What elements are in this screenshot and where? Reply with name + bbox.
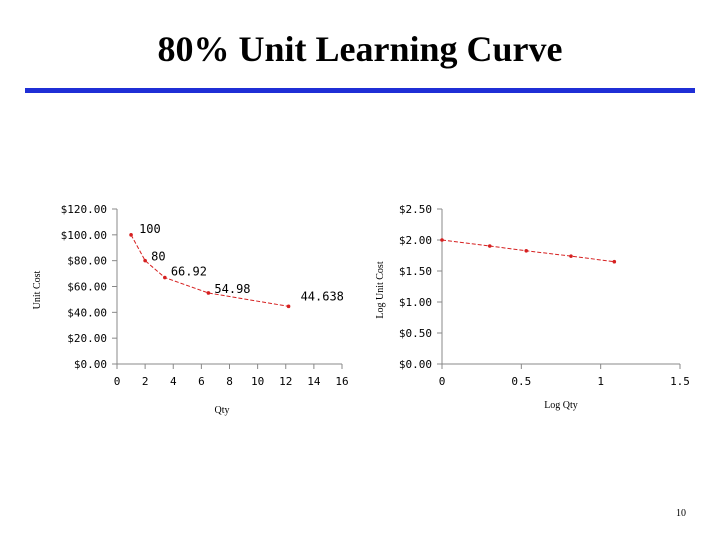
data-label: 100 — [139, 222, 161, 236]
y-tick-label: $0.50 — [399, 327, 432, 340]
data-label: 54.98 — [214, 282, 250, 296]
x-tick-label: 12 — [279, 375, 292, 388]
data-point — [286, 304, 291, 309]
data-point — [612, 259, 617, 264]
y-tick-label: $2.00 — [399, 234, 432, 247]
data-label: 66.92 — [171, 265, 207, 279]
data-point — [569, 254, 573, 258]
data-label: 80 — [151, 250, 165, 264]
y-tick-label: $0.00 — [74, 358, 107, 371]
slide-title: 80% Unit Learning Curve — [157, 29, 563, 69]
y-tick-label: $60.00 — [67, 281, 107, 294]
title-underline — [25, 88, 695, 93]
page-number: 10 — [676, 508, 686, 519]
x-axis-label: Qty — [215, 405, 230, 416]
x-tick-label: 10 — [251, 375, 264, 388]
data-label: 44.638 — [301, 289, 344, 303]
x-tick-label: 6 — [198, 375, 205, 388]
y-tick-label: $20.00 — [67, 332, 107, 345]
series-line — [441, 239, 615, 263]
data-point — [163, 275, 167, 280]
y-tick-label: $40.00 — [67, 306, 107, 319]
x-tick-label: 1.5 — [670, 375, 690, 388]
y-tick-label: $2.50 — [399, 203, 432, 216]
data-point — [206, 291, 211, 295]
y-tick-label: $1.50 — [399, 265, 432, 278]
y-tick-label: $0.00 — [399, 358, 432, 371]
x-axis-label: Log Qty — [544, 400, 578, 411]
y-tick-label: $100.00 — [61, 229, 107, 242]
chart-1: $0.00 $20.00 $40.00 $60.00 $80.00 $100.00 $120… — [32, 203, 349, 416]
chart-2: $0.00 $0.50 $1.00 $1.50 $2.00 $2.50 0 0.5 1 1.5 Lo… — [375, 203, 690, 411]
x-tick-label: 0.5 — [511, 375, 531, 388]
x-tick-label: 14 — [307, 375, 321, 388]
x-tick-label: 8 — [226, 375, 233, 388]
data-point — [143, 258, 147, 263]
y-axis-label: Unit Cost — [32, 270, 43, 309]
data-point — [487, 244, 492, 248]
x-tick-label: 0 — [439, 375, 446, 388]
x-tick-label: 16 — [335, 375, 348, 388]
y-tick-label: $120.00 — [61, 203, 107, 216]
data-point — [440, 238, 444, 242]
x-tick-label: 1 — [597, 375, 604, 388]
x-tick-label: 4 — [170, 375, 177, 388]
y-tick-label: $80.00 — [67, 255, 107, 268]
data-point — [129, 233, 133, 237]
series-line — [130, 234, 289, 307]
x-tick-label: 2 — [142, 375, 149, 388]
data-point — [524, 248, 529, 253]
y-axis-label: Log Unit Cost — [375, 261, 386, 318]
x-tick-label: 0 — [114, 375, 121, 388]
y-tick-label: $1.00 — [399, 296, 432, 309]
